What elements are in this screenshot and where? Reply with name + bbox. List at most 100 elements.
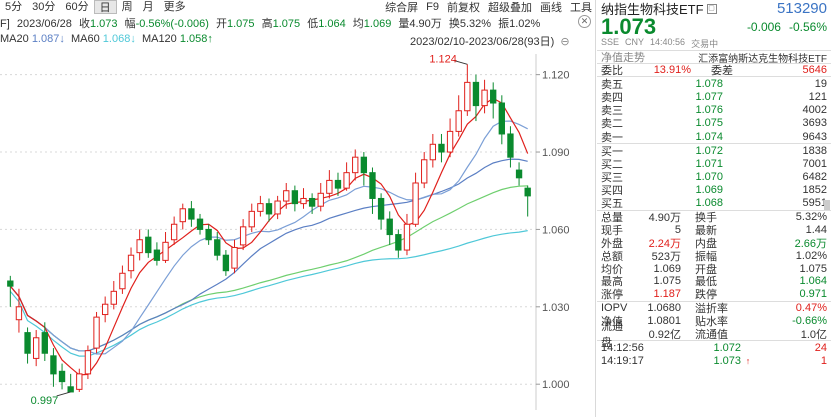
stat-value: 2.66万: [794, 238, 827, 251]
candle-body: [352, 156, 359, 174]
low-value: 1.064: [318, 18, 346, 30]
trading-status: 交易中: [691, 39, 719, 49]
order-book-row[interactable]: 卖四 1.077 121: [597, 90, 831, 104]
stat-value: 1.0680: [647, 302, 681, 315]
candle-body: [369, 172, 376, 199]
period-month[interactable]: 月: [142, 1, 154, 13]
stat-label: 最新: [695, 225, 717, 238]
period-more[interactable]: 更多: [163, 1, 186, 13]
order-book-row[interactable]: 卖三 1.076 4002: [597, 104, 831, 117]
flag-icon[interactable]: ▢: [706, 3, 717, 14]
period-5min[interactable]: 5分: [5, 1, 23, 13]
period-day[interactable]: 日: [93, 0, 117, 14]
stat-label: 开盘: [695, 263, 717, 276]
period-week[interactable]: 周: [121, 1, 133, 13]
change-pct: -0.56%: [788, 20, 827, 34]
order-book-row[interactable]: 卖一 1.074 9643: [597, 130, 831, 144]
ma60-label: MA60: [70, 33, 100, 45]
tick-volume: 1: [820, 354, 827, 367]
stat-label: IOPV: [601, 302, 628, 315]
candle-body: [110, 290, 117, 305]
stat-value: 1.075: [653, 275, 681, 288]
stat-value: 5.32%: [795, 211, 827, 224]
order-level-label: 卖四: [601, 91, 623, 104]
candle-body: [326, 179, 333, 194]
kline-plot[interactable]: 1.000 1.030 1.060 1.090 1.120 1.124 0.997: [0, 48, 596, 417]
stat-label: 现手: [601, 225, 623, 238]
min-pointer: [56, 391, 71, 397]
order-price: 1.069: [695, 184, 723, 197]
weibi-row: 委比 13.91% 委差 5646: [597, 63, 831, 78]
stats-grid: 总量 4.90万 换手 5.32% 现手 5 最新 1.44 外盘 2.24万 内盘 2.66万 总额 5…: [597, 210, 831, 301]
candle-body: [360, 156, 368, 174]
adjust-button[interactable]: 前复权: [447, 2, 480, 14]
avg-label: 均: [352, 18, 364, 30]
multi-screen-button[interactable]: 综合屏: [385, 2, 419, 14]
close-icon[interactable]: ✕: [578, 15, 591, 28]
bid-book: 买一 1.072 1838 买二 1.071 7001 买三 1.070 6482 买四 1.069…: [597, 143, 831, 210]
order-book-row[interactable]: 买一 1.072 1838: [597, 144, 831, 158]
volume-label: 量: [398, 18, 410, 30]
stat-label: 均价: [601, 263, 623, 276]
order-level-label: 卖五: [601, 78, 623, 91]
candle-body: [343, 172, 350, 189]
order-book-row[interactable]: 买四 1.069 1852: [597, 184, 831, 197]
stat-label: 内盘: [695, 238, 717, 251]
stat-value: 1.02%: [795, 249, 827, 262]
stat-value: -0.66%: [792, 314, 827, 327]
order-book-row[interactable]: 卖二 1.075 3693: [597, 117, 831, 130]
candle-body: [196, 218, 204, 230]
order-price: 1.078: [695, 77, 723, 90]
candle-body: [429, 143, 437, 161]
security-name: 纳指生物科技ETF: [601, 2, 704, 17]
turnover-label: 换: [448, 18, 460, 30]
stat-label: 溢折率: [695, 303, 728, 316]
period-60min[interactable]: 60分: [65, 1, 89, 13]
stat-row: 外盘 2.24万 内盘 2.66万: [597, 237, 831, 250]
order-book-row[interactable]: 买三 1.070 6482: [597, 171, 831, 184]
order-level-label: 卖三: [601, 105, 623, 118]
order-book-row[interactable]: 卖五 1.078 19: [597, 77, 831, 91]
stat-row: 现手 5 最新 1.44: [597, 224, 831, 237]
tick-list: 14:12:56 1.072 24 14:19:17 1.073 ↑ 1: [597, 340, 831, 367]
tools-button[interactable]: 工具: [570, 2, 592, 14]
order-level-label: 买四: [601, 185, 623, 198]
order-volume: 7001: [802, 157, 827, 170]
infobar-cut-label: F]: [0, 18, 10, 30]
infobar-date: 2023/06/28: [16, 18, 72, 30]
stat-value: 1.075: [799, 262, 827, 275]
tick-row: 14:19:17 1.073 ↑ 1: [597, 354, 831, 367]
close-value: 1.073: [89, 18, 118, 30]
date-range[interactable]: 2023/02/10-2023/06/28(93日) ⊖: [410, 33, 570, 48]
candle-body: [490, 89, 497, 104]
order-volume: 121: [808, 90, 827, 103]
candle-body: [283, 190, 290, 202]
weicha-label: 委差: [711, 65, 733, 78]
range-dropdown-icon[interactable]: ⊖: [560, 36, 570, 48]
order-book-row[interactable]: 买二 1.071 7001: [597, 157, 831, 171]
candle-body: [15, 306, 23, 321]
candle-body: [464, 81, 471, 112]
f9-button[interactable]: F9: [426, 1, 439, 13]
stat-label: 换手: [695, 212, 717, 225]
period-30min[interactable]: 30分: [32, 1, 56, 13]
chart-toolbar: 5分 30分 60分 日 周 月 更多 综合屏 F9 前复权 超级叠加 画线 工…: [0, 0, 596, 14]
candle-body: [127, 254, 135, 272]
min-label: 0.997: [31, 395, 59, 407]
nav-trend-row[interactable]: 净值走势 汇添富纳斯达克生物科技ETF: [597, 50, 831, 65]
stat-label: 外盘: [601, 238, 623, 251]
stat-label: 振幅: [695, 250, 717, 263]
panel-scrollbar[interactable]: [824, 200, 830, 210]
order-level-label: 卖一: [601, 131, 623, 144]
avg-value: 1.069: [363, 18, 392, 30]
draw-line-button[interactable]: 画线: [540, 2, 562, 14]
stat-row: 涨停 1.187 跌停 0.971: [597, 288, 831, 301]
stat-value: 0.92亿: [648, 328, 681, 341]
order-level-label: 买五: [601, 198, 623, 211]
order-book-row[interactable]: 买五 1.068 5951: [597, 197, 831, 210]
overlay-button[interactable]: 超级叠加: [488, 2, 532, 14]
ma60-arrow-icon: ↓: [130, 33, 136, 45]
candle-body: [300, 197, 307, 205]
change-value: -0.56%(-0.006): [135, 18, 209, 30]
order-price: 1.072: [695, 144, 723, 157]
